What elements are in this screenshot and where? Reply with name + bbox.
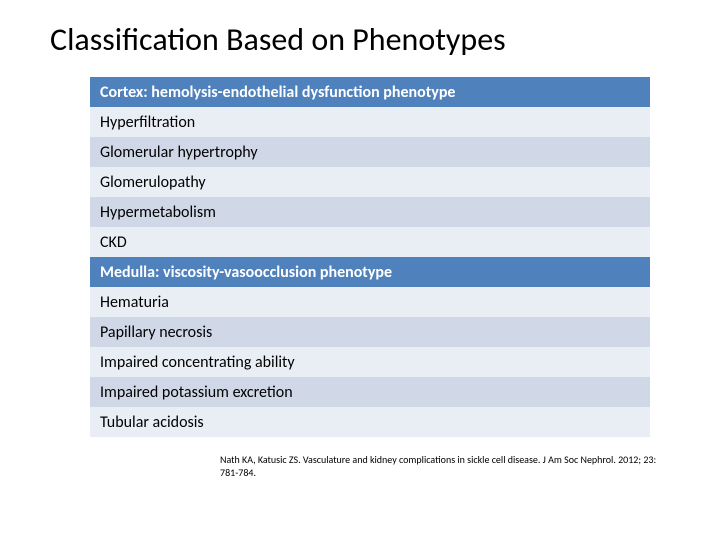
- cell-text: Tubular acidosis: [100, 413, 204, 432]
- table-row: Glomerulopathy: [90, 167, 650, 197]
- citation-text: Nath KA, Katusic ZS. Vasculature and kid…: [220, 453, 670, 479]
- slide-container: Classification Based on Phenotypes Corte…: [0, 0, 720, 540]
- table-header-row: Cortex: hemolysis-endothelial dysfunctio…: [90, 77, 650, 107]
- table-row: Papillary necrosis: [90, 317, 650, 347]
- cell-text: Cortex: hemolysis-endothelial dysfunctio…: [100, 83, 455, 102]
- cell-text: Papillary necrosis: [100, 323, 212, 342]
- cell-text: Impaired potassium excretion: [100, 383, 293, 402]
- table-row: Hypermetabolism: [90, 197, 650, 227]
- cell-text: Hematuria: [100, 293, 169, 312]
- cell-text: CKD: [100, 233, 127, 252]
- table-row: CKD: [90, 227, 650, 257]
- cell-text: Impaired concentrating ability: [100, 353, 295, 372]
- cell-text: Medulla: viscosity-vasoocclusion phenoty…: [100, 263, 392, 282]
- cell-text: Glomerulopathy: [100, 173, 206, 192]
- table-row: Impaired concentrating ability: [90, 347, 650, 377]
- page-title: Classification Based on Phenotypes: [50, 20, 690, 59]
- cell-text: Hyperfiltration: [100, 113, 195, 132]
- table-row: Tubular acidosis: [90, 407, 650, 437]
- table-row: Hyperfiltration: [90, 107, 650, 137]
- cell-text: Glomerular hypertrophy: [100, 143, 258, 162]
- table-row: Glomerular hypertrophy: [90, 137, 650, 167]
- phenotype-table: Cortex: hemolysis-endothelial dysfunctio…: [90, 77, 650, 437]
- cell-text: Hypermetabolism: [100, 203, 216, 222]
- table-header-row: Medulla: viscosity-vasoocclusion phenoty…: [90, 257, 650, 287]
- table-row: Impaired potassium excretion: [90, 377, 650, 407]
- table-row: Hematuria: [90, 287, 650, 317]
